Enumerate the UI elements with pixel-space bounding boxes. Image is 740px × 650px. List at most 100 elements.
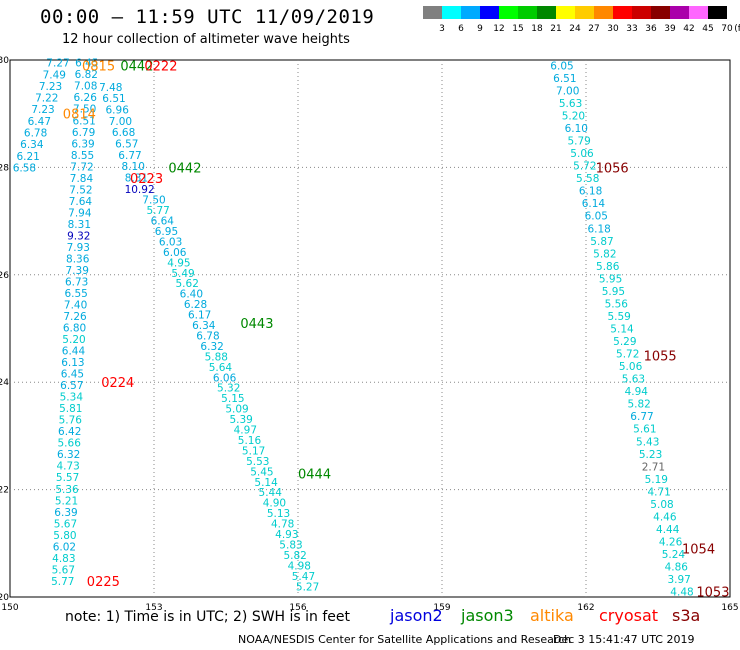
wave-height-value: 5.16 <box>238 435 262 447</box>
wave-height-value: 5.63 <box>559 98 582 110</box>
wave-height-value: 6.05 <box>550 60 573 72</box>
wave-height-value: 5.95 <box>599 273 622 285</box>
wave-height-value: 10.92 <box>125 184 155 196</box>
wave-height-value: 5.64 <box>209 362 233 374</box>
wave-height-value: 5.20 <box>62 334 85 346</box>
wave-height-value: 6.34 <box>20 139 44 151</box>
wave-height-value: 9.32 <box>67 230 90 242</box>
pass-time-label: 0224 <box>101 376 134 391</box>
wave-height-value: 6.17 <box>188 310 211 322</box>
wave-height-value: 5.95 <box>602 286 625 298</box>
wave-height-value: 6.18 <box>579 186 602 198</box>
wave-height-value: 5.72 <box>573 161 596 173</box>
wave-height-value: 4.78 <box>271 519 294 531</box>
wave-height-value: 7.22 <box>35 93 58 105</box>
legend-swatch-label: 33 <box>626 24 638 34</box>
legend-swatch <box>613 6 632 19</box>
wave-height-value: 7.94 <box>68 207 92 219</box>
wave-height-value: 4.93 <box>275 529 298 541</box>
wave-height-value: 6.32 <box>200 341 223 353</box>
pass-time-label: 1053 <box>696 586 729 601</box>
wave-height-value: 6.39 <box>54 507 77 519</box>
wave-height-value: 5.77 <box>51 576 74 588</box>
lat-tick-label: 22 <box>0 486 9 496</box>
wave-height-value: 5.23 <box>639 449 662 461</box>
wave-height-value: 8.31 <box>125 173 148 185</box>
legend-swatch <box>423 6 442 19</box>
wave-height-value: 6.13 <box>61 357 84 369</box>
pass-time-label: 0223 <box>130 172 163 187</box>
wave-height-value: 6.39 <box>71 138 94 150</box>
wave-height-value: 5.19 <box>645 474 668 486</box>
wave-height-value: 6.51 <box>72 115 95 127</box>
wave-height-value: 3.97 <box>667 574 690 586</box>
wave-height-value: 6.55 <box>64 288 87 300</box>
wave-height-value: 6.47 <box>28 116 51 128</box>
wave-height-value: 5.29 <box>613 336 636 348</box>
legend-swatch <box>461 6 480 19</box>
wave-height-value: 5.24 <box>662 549 686 561</box>
legend-swatch-label: 21 <box>550 24 562 34</box>
wave-height-value: 7.52 <box>69 184 92 196</box>
pass-time-label: 1054 <box>682 543 715 558</box>
wave-height-value: 5.06 <box>570 148 594 160</box>
wave-height-value: 5.61 <box>633 424 656 436</box>
wave-height-value: 6.45 <box>61 369 84 381</box>
wave-height-value: 5.13 <box>267 508 290 520</box>
wave-height-value: 5.47 <box>292 571 315 583</box>
wave-height-value: 5.62 <box>176 278 199 290</box>
wave-height-value: 6.28 <box>184 299 207 311</box>
legend-swatch-label: 45 <box>702 24 714 34</box>
legend-swatch-label: 6 <box>458 24 464 34</box>
pass-time-label: 0444 <box>298 467 331 482</box>
legend-swatch <box>442 6 461 19</box>
wave-height-value: 6.78 <box>24 127 47 139</box>
wave-height-value: 5.43 <box>636 436 659 448</box>
lat-tick-label: 30 <box>0 56 9 66</box>
wave-height-value: 6.02 <box>53 541 76 553</box>
wave-height-value: 2.71 <box>642 461 665 473</box>
legend-jason3: jason3 <box>461 606 514 625</box>
wave-height-value: 6.82 <box>75 69 98 81</box>
legend-swatch <box>480 6 499 19</box>
wave-height-value: 7.40 <box>64 300 87 312</box>
wave-height-value: 7.23 <box>39 81 62 93</box>
wave-height-value: 5.15 <box>221 393 244 405</box>
wave-height-value: 5.58 <box>576 173 599 185</box>
wave-height-value: 5.82 <box>593 248 616 260</box>
wave-height-value: 5.79 <box>567 136 590 148</box>
lat-tick-label: 20 <box>0 593 9 603</box>
legend-altika: altika <box>530 606 574 625</box>
wave-height-value: 6.51 <box>102 93 125 105</box>
wave-height-value: 5.67 <box>54 518 77 530</box>
legend-swatch <box>689 6 708 19</box>
wave-height-value: 5.08 <box>650 499 673 511</box>
wave-height-value: 5.81 <box>59 403 82 415</box>
wave-height-value: 6.77 <box>118 150 141 162</box>
wave-height-value: 5.20 <box>562 110 585 122</box>
legend-swatch-label: 15 <box>512 24 524 34</box>
wave-height-value: 7.64 <box>69 196 93 208</box>
legend-swatch-label: 39 <box>664 24 676 34</box>
wave-height-value: 4.90 <box>263 498 286 510</box>
pass-time-label: 0442 <box>168 161 201 176</box>
pass-time-label: 1055 <box>644 349 677 364</box>
wave-height-value: 4.86 <box>665 562 689 574</box>
lon-tick-label: 159 <box>433 603 450 613</box>
wave-height-value: 5.56 <box>605 298 629 310</box>
wave-height-value: 7.08 <box>74 81 97 93</box>
wave-height-value: 6.64 <box>151 216 175 228</box>
legend-swatch-label: 70 <box>721 24 733 34</box>
wave-height-value: 6.44 <box>62 346 86 358</box>
wave-height-value: 6.32 <box>57 449 80 461</box>
wave-height-value: 5.82 <box>283 550 306 562</box>
legend-swatch <box>632 6 651 19</box>
legend-swatch-label: 42 <box>683 24 695 34</box>
wave-height-value: 6.95 <box>155 226 178 238</box>
wave-height-value: 7.00 <box>109 116 132 128</box>
wave-height-value: 4.48 <box>670 587 693 599</box>
wave-height-value: 5.59 <box>607 311 630 323</box>
legend-swatch <box>670 6 689 19</box>
legend-cryosat: cryosat <box>599 606 659 625</box>
